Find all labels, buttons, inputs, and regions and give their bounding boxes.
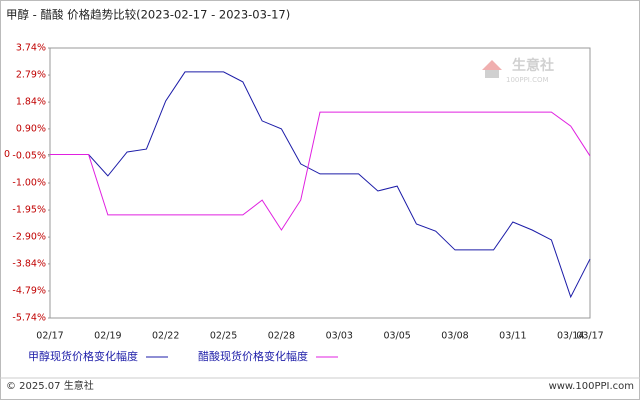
legend-label: 醋酸现货价格变化幅度 xyxy=(198,349,308,363)
watermark-text: 生意社 xyxy=(512,57,554,74)
series-line xyxy=(50,71,591,299)
footer-copyright: © 2025.07 生意社 xyxy=(6,379,94,392)
x-tick-label: 02/19 xyxy=(94,331,121,342)
x-tick-label: 03/08 xyxy=(441,331,468,342)
y-tick-label: -0.05% xyxy=(12,150,46,161)
y-tick-label: 2.79% xyxy=(16,70,46,81)
watermark-site: 100PPI.COM xyxy=(506,76,549,84)
footer-url: www.100PPI.com xyxy=(549,381,634,392)
x-tick-label: 03/11 xyxy=(499,331,526,342)
y-tick-label: -1.00% xyxy=(12,178,46,189)
legend-label: 甲醇现货价格变化幅度 xyxy=(28,349,138,363)
x-tick-label: 02/28 xyxy=(268,331,295,342)
x-tick-label: 03/14 xyxy=(557,331,584,342)
x-tick-label: 03/05 xyxy=(383,331,410,342)
x-tick-label: 02/22 xyxy=(152,331,179,342)
y-tick-label: 1.84% xyxy=(16,97,46,108)
y-tick-label: -5.74% xyxy=(12,313,46,324)
watermark: 生意社 100PPI.COM xyxy=(482,57,554,84)
y-tick-label: 3.74% xyxy=(16,43,46,54)
watermark-icon xyxy=(485,70,499,78)
x-tick-label: 02/25 xyxy=(210,331,237,342)
y-tick-label: -3.84% xyxy=(12,258,46,269)
y-tick-label: -1.95% xyxy=(12,205,46,216)
x-tick-label: 03/17 xyxy=(576,331,603,342)
series-line xyxy=(50,111,591,231)
chart-title: 甲醇 - 醋酸 价格趋势比较(2023-02-17 - 2023-03-17) xyxy=(6,8,290,22)
y-tick-label: -4.79% xyxy=(12,285,46,296)
x-tick-label: 03/03 xyxy=(326,331,353,342)
x-tick-label: 02/17 xyxy=(36,331,63,342)
y-tick-label: 0 xyxy=(4,149,10,160)
y-tick-label: -2.90% xyxy=(12,232,46,243)
watermark-icon xyxy=(482,60,502,70)
y-tick-label: 0.90% xyxy=(16,123,46,134)
